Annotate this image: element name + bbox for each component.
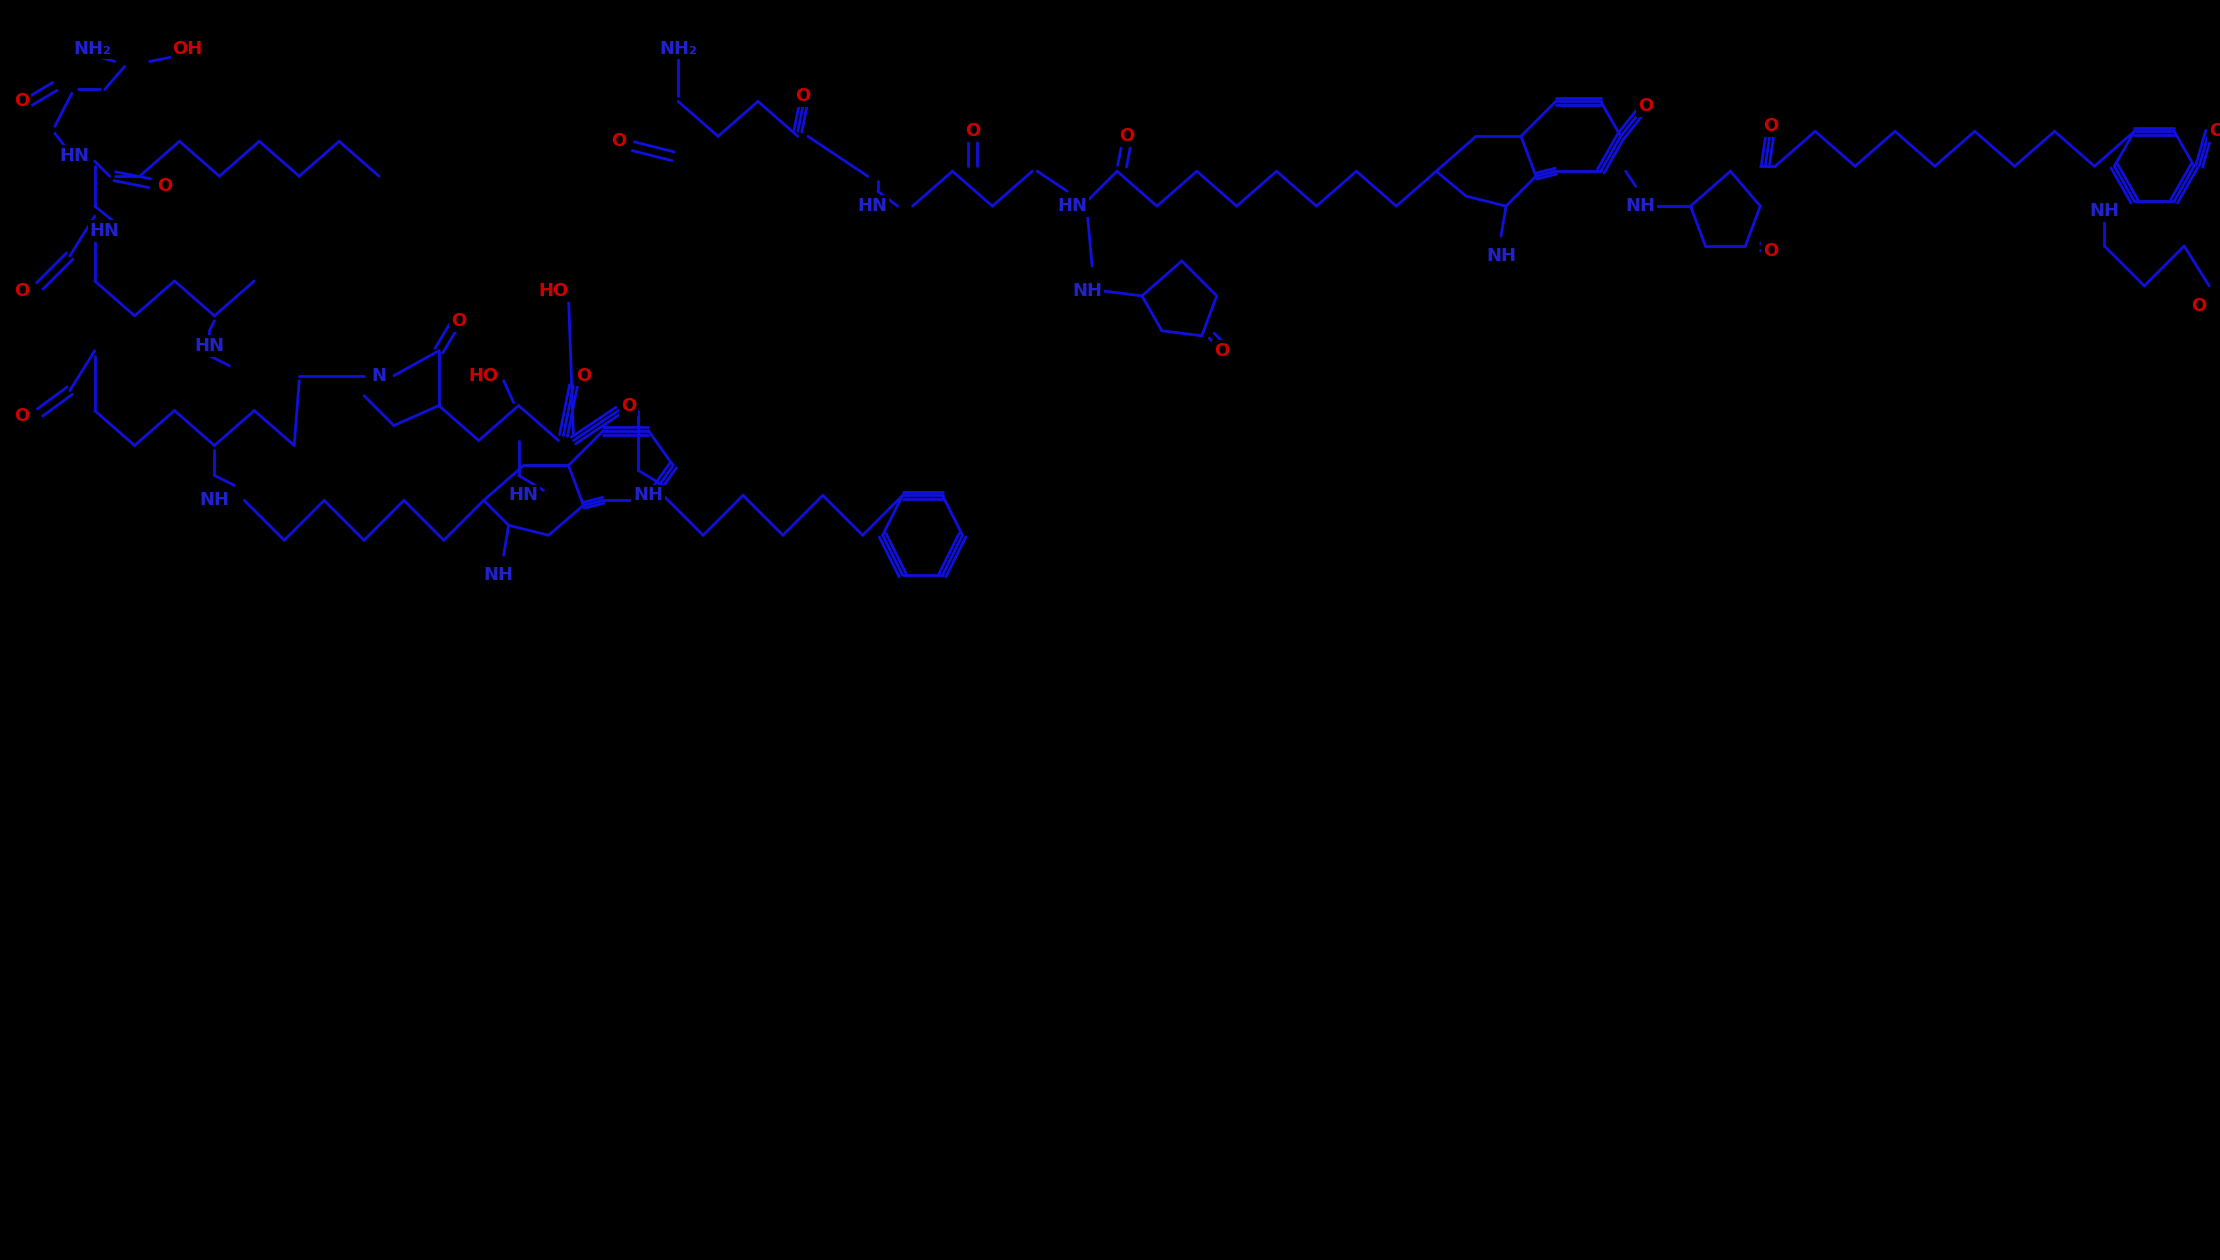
Text: O: O <box>13 282 29 300</box>
Text: HO: HO <box>537 282 568 300</box>
Text: O: O <box>13 407 29 425</box>
Text: HO: HO <box>468 367 500 384</box>
Text: NH: NH <box>484 566 513 585</box>
Text: O: O <box>610 132 626 150</box>
Text: O: O <box>158 178 173 195</box>
Text: O: O <box>575 367 591 384</box>
Text: NH: NH <box>633 486 664 504</box>
Text: O: O <box>1214 341 1230 360</box>
Text: HN: HN <box>857 197 888 215</box>
Text: NH: NH <box>1485 247 1516 265</box>
Text: NH: NH <box>200 491 229 509</box>
Text: O: O <box>1119 127 1134 145</box>
Text: HN: HN <box>1057 197 1088 215</box>
Text: O: O <box>622 397 635 415</box>
Text: HN: HN <box>60 147 89 165</box>
Text: HN: HN <box>195 336 224 355</box>
Text: N: N <box>371 367 386 384</box>
Text: O: O <box>966 122 979 140</box>
Text: NH₂: NH₂ <box>659 39 697 58</box>
Text: O: O <box>1638 97 1654 116</box>
Text: O: O <box>795 87 810 106</box>
Text: HN: HN <box>508 486 539 504</box>
Text: O: O <box>1763 117 1778 135</box>
Text: NH: NH <box>1072 282 1101 300</box>
Text: O: O <box>13 92 29 111</box>
Text: HN: HN <box>89 222 120 241</box>
Text: NH: NH <box>1625 197 1656 215</box>
Text: O: O <box>451 311 466 330</box>
Text: O: O <box>2191 297 2207 315</box>
Text: NH₂: NH₂ <box>73 39 111 58</box>
Text: O: O <box>2209 122 2220 140</box>
Text: O: O <box>1763 242 1778 260</box>
Text: OH: OH <box>173 39 202 58</box>
Text: NH: NH <box>2089 202 2120 220</box>
